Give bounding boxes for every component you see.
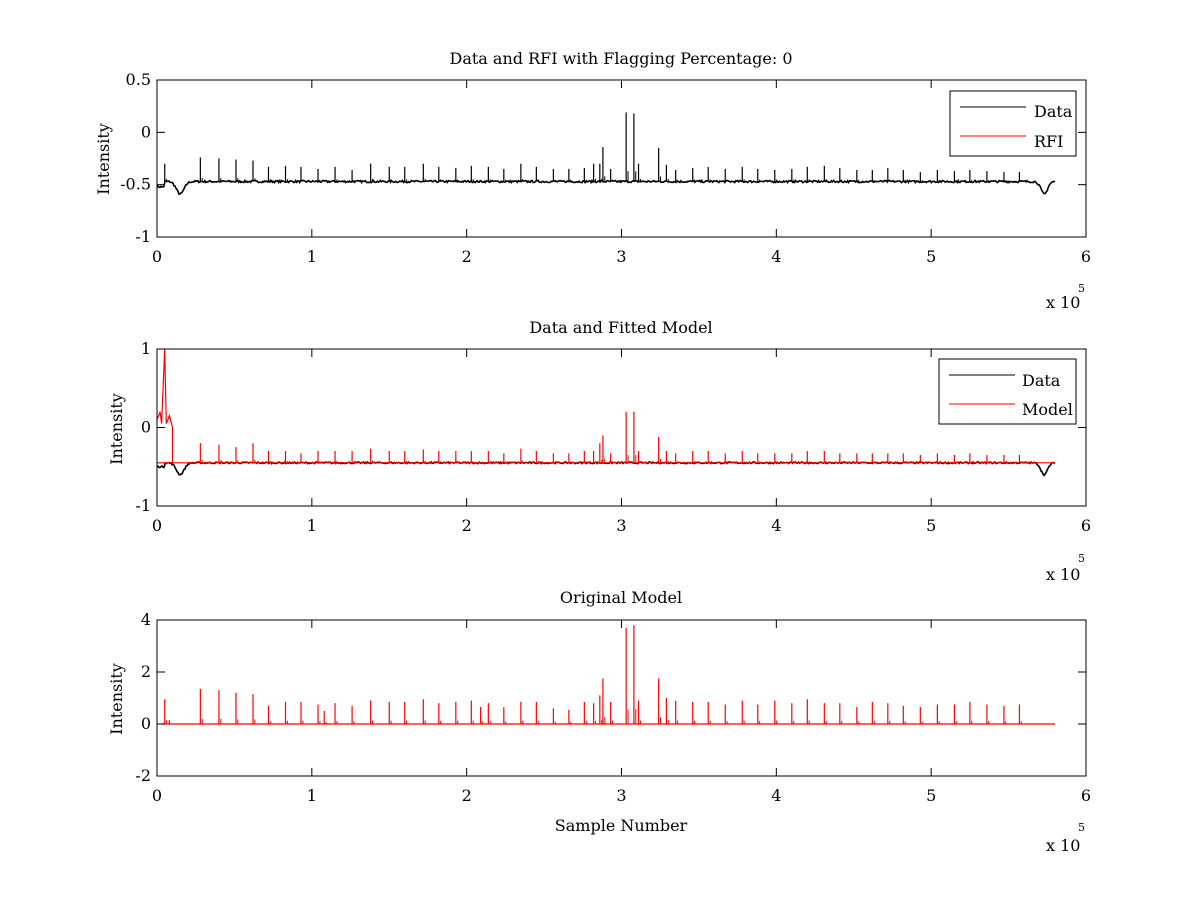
subplot-1-legend-label-data: Data bbox=[1034, 102, 1073, 121]
subplot-3-plot-area bbox=[157, 620, 1086, 776]
subplot-1-legend: Data RFI bbox=[949, 90, 1077, 157]
subplot-2-legend-box bbox=[938, 358, 1077, 425]
subplot-3-series-group bbox=[161, 625, 1055, 725]
subplot-2-model-start-segment bbox=[156, 348, 174, 463]
subplot-1-xtick-label-4: 4 bbox=[771, 247, 781, 266]
subplot-1-data-trace bbox=[156, 178, 1056, 196]
subplot-2-ylabel: Intensity bbox=[107, 393, 126, 465]
subplot-2-axes-box bbox=[156, 348, 1087, 507]
subplot-2-xtick-label-3: 3 bbox=[616, 516, 626, 535]
subplot-2-ticks: 0 1 2 3 4 5 6-101 bbox=[135, 339, 1091, 535]
subplot-1-xtick-label-1: 1 bbox=[307, 247, 317, 266]
subplot-1-legend-box bbox=[949, 90, 1077, 157]
subplot-1-x-multiplier-exp: 5 bbox=[1078, 282, 1085, 295]
subplot-2-title: Data and Fitted Model bbox=[529, 318, 712, 337]
subplot-2: Data and Fitted Model Intensity 0 1 2 3 4 5 6 -… bbox=[107, 318, 1091, 584]
subplot-3-ytick-label-1: 0 bbox=[141, 714, 151, 733]
subplot-2-xtick-label-4: 4 bbox=[771, 516, 781, 535]
subplot-3-xtick-label-3: 3 bbox=[616, 786, 626, 805]
subplot-3-xtick-label-0: 0 bbox=[152, 786, 162, 805]
subplot-2-legend-label-data: Data bbox=[1022, 371, 1061, 390]
subplot-2-xtick-label-0: 0 bbox=[152, 516, 162, 535]
subplot-2-x-multiplier: x 10 bbox=[1046, 565, 1080, 584]
subplot-1-title: Data and RFI with Flagging Percentage: 0 bbox=[449, 49, 792, 68]
subplot-2-plot-area bbox=[157, 349, 1086, 506]
subplot-1-xtick-label-6: 6 bbox=[1081, 247, 1091, 266]
subplot-2-xtick-label-2: 2 bbox=[462, 516, 472, 535]
subplot-1-xtick-label-5: 5 bbox=[926, 247, 936, 266]
subplot-2-xtick-label-1: 1 bbox=[307, 516, 317, 535]
subplot-1-legend-label-rfi: RFI bbox=[1034, 132, 1063, 151]
subplot-1-ytick-label-3: 0.5 bbox=[126, 70, 151, 89]
subplot-2-legend-label-model: Model bbox=[1022, 400, 1073, 419]
subplot-3-xtick-label-4: 4 bbox=[771, 786, 781, 805]
subplot-3-axes-box bbox=[156, 619, 1087, 777]
subplot-3-ytick-label-2: 2 bbox=[141, 662, 151, 681]
subplot-2-ytick-label-2: 1 bbox=[141, 339, 151, 358]
subplot-3-xtick-label-6: 6 bbox=[1081, 786, 1091, 805]
subplot-2-ytick-label-0: -1 bbox=[135, 496, 151, 515]
subplot-1-axes-box bbox=[156, 79, 1087, 238]
subplot-1-ytick-label-1: -0.5 bbox=[120, 175, 151, 194]
subplot-3-ytick-label-3: 4 bbox=[141, 610, 151, 629]
subplot-3-x-multiplier: x 10 bbox=[1046, 836, 1080, 855]
subplot-3-xtick-label-2: 2 bbox=[462, 786, 472, 805]
subplot-3-xlabel: Sample Number bbox=[555, 816, 688, 835]
subplot-1-ylabel: Intensity bbox=[94, 123, 113, 195]
subplot-3-xtick-label-5: 5 bbox=[926, 786, 936, 805]
subplot-3-ylabel: Intensity bbox=[107, 663, 126, 735]
subplot-2-xtick-label-5: 5 bbox=[926, 516, 936, 535]
subplot-2-x-multiplier-exp: 5 bbox=[1078, 552, 1085, 565]
subplot-1-xtick-label-2: 2 bbox=[462, 247, 472, 266]
subplot-1-series-group bbox=[156, 112, 1056, 196]
subplot-1: Data and RFI with Flagging Percentage: 0… bbox=[94, 49, 1091, 312]
subplot-1-ytick-label-0: -1 bbox=[135, 227, 151, 246]
subplot-3-ytick-label-0: -2 bbox=[135, 766, 151, 785]
subplot-1-xtick-label-3: 3 bbox=[616, 247, 626, 266]
subplot-3-x-multiplier-exp: 5 bbox=[1078, 821, 1085, 834]
subplot-3-title: Original Model bbox=[560, 588, 682, 607]
subplot-1-xtick-label-0: 0 bbox=[152, 247, 162, 266]
subplot-2-ytick-label-1: 0 bbox=[141, 418, 151, 437]
subplot-1-plot-area bbox=[157, 80, 1086, 237]
subplot-2-xtick-label-6: 6 bbox=[1081, 516, 1091, 535]
subplot-1-x-multiplier: x 10 bbox=[1046, 293, 1080, 312]
subplot-3-xtick-label-1: 1 bbox=[307, 786, 317, 805]
subplot-2-legend: Data Model bbox=[938, 358, 1077, 425]
subplot-2-series-group bbox=[156, 348, 1056, 477]
subplot-1-ytick-label-2: 0 bbox=[141, 122, 151, 141]
